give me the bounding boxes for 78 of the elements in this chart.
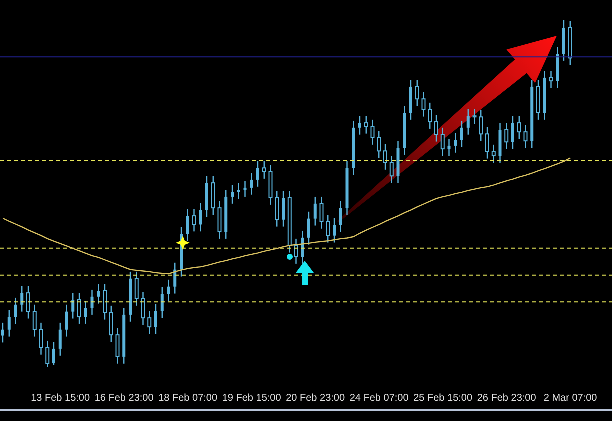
- candlestick: [466, 108, 470, 136]
- candlestick: [448, 138, 451, 157]
- candlestick: [199, 202, 202, 232]
- candlestick: [8, 310, 11, 338]
- candlestick: [192, 208, 196, 232]
- candlestick: [174, 262, 177, 294]
- x-tick-label: 24 Feb 07:00: [350, 393, 410, 404]
- candlestick: [167, 279, 170, 302]
- x-tick-label: 25 Feb 15:00: [414, 393, 473, 404]
- candlestick: [116, 328, 120, 364]
- candlestick: [78, 292, 82, 325]
- candlestick: [422, 92, 426, 118]
- candlestick: [250, 172, 254, 196]
- candlestick: [52, 341, 56, 366]
- candlestick: [231, 184, 234, 205]
- candlestick: [308, 211, 310, 246]
- candlestick: [390, 155, 394, 184]
- x-tick-label: 19 Feb 15:00: [222, 393, 282, 404]
- candlestick: [109, 305, 114, 343]
- candlestick: [141, 291, 146, 326]
- candlestick: [370, 119, 375, 146]
- candlestick: [237, 182, 240, 200]
- x-tick-label: 26 Feb 23:00: [477, 393, 537, 404]
- candlestick: [504, 122, 509, 150]
- candlestick: [486, 126, 490, 160]
- candlestick: [326, 214, 330, 244]
- candlestick: [549, 70, 554, 89]
- candlestick: [2, 322, 4, 344]
- candlestick: [46, 340, 50, 367]
- candlestick: [333, 218, 336, 244]
- candlestick: [492, 144, 496, 164]
- candlestick: [358, 116, 362, 136]
- x-tick-label: 2 Mar 07:00: [544, 393, 598, 404]
- candlestick: [294, 238, 298, 265]
- candlestick: [256, 160, 260, 188]
- candlestick: [186, 208, 190, 242]
- candlestick: [148, 310, 152, 335]
- x-tick-label: 18 Feb 07:00: [158, 393, 218, 404]
- candlestick: [26, 286, 30, 320]
- candlestick: [14, 297, 18, 325]
- candlestick: [428, 102, 432, 130]
- candlestick: [472, 108, 477, 125]
- candlestick: [97, 283, 100, 304]
- candlestick: [39, 322, 44, 356]
- candlestick: [524, 124, 528, 149]
- candlestick: [339, 200, 342, 233]
- candlestick: [90, 289, 94, 316]
- candlestick: [320, 196, 324, 230]
- candlestick: [218, 200, 222, 240]
- candlestick: [512, 116, 514, 150]
- candlestick: [154, 304, 158, 335]
- candlestick: [58, 322, 62, 356]
- candlestick: [275, 190, 280, 228]
- candlestick: [384, 144, 388, 171]
- candlestick: [364, 116, 368, 134]
- candlestick: [282, 190, 285, 228]
- candlestick: [84, 300, 88, 325]
- candlestick: [434, 114, 438, 142]
- x-tick-label: 16 Feb 23:00: [94, 393, 154, 404]
- candlestick: [517, 116, 522, 140]
- x-tick-label: 13 Feb 15:00: [31, 393, 90, 404]
- candlestick: [20, 286, 24, 312]
- x-tick-label: 20 Feb 23:00: [286, 393, 346, 404]
- candlestick: [134, 271, 139, 307]
- candlestick: [72, 292, 75, 320]
- candlestick: [262, 160, 266, 180]
- candlestick: [479, 110, 484, 142]
- candlestick: [415, 79, 420, 107]
- candlestick: [440, 127, 445, 157]
- candlestick: [460, 120, 464, 148]
- candlestick: [377, 130, 382, 159]
- candlestick: [103, 283, 107, 320]
- candlestick: [65, 304, 68, 338]
- candlestick: [160, 286, 164, 319]
- candlestick: [244, 180, 247, 198]
- candlestick: [454, 132, 458, 154]
- candlestick: [314, 196, 317, 226]
- candlestick: [32, 304, 37, 338]
